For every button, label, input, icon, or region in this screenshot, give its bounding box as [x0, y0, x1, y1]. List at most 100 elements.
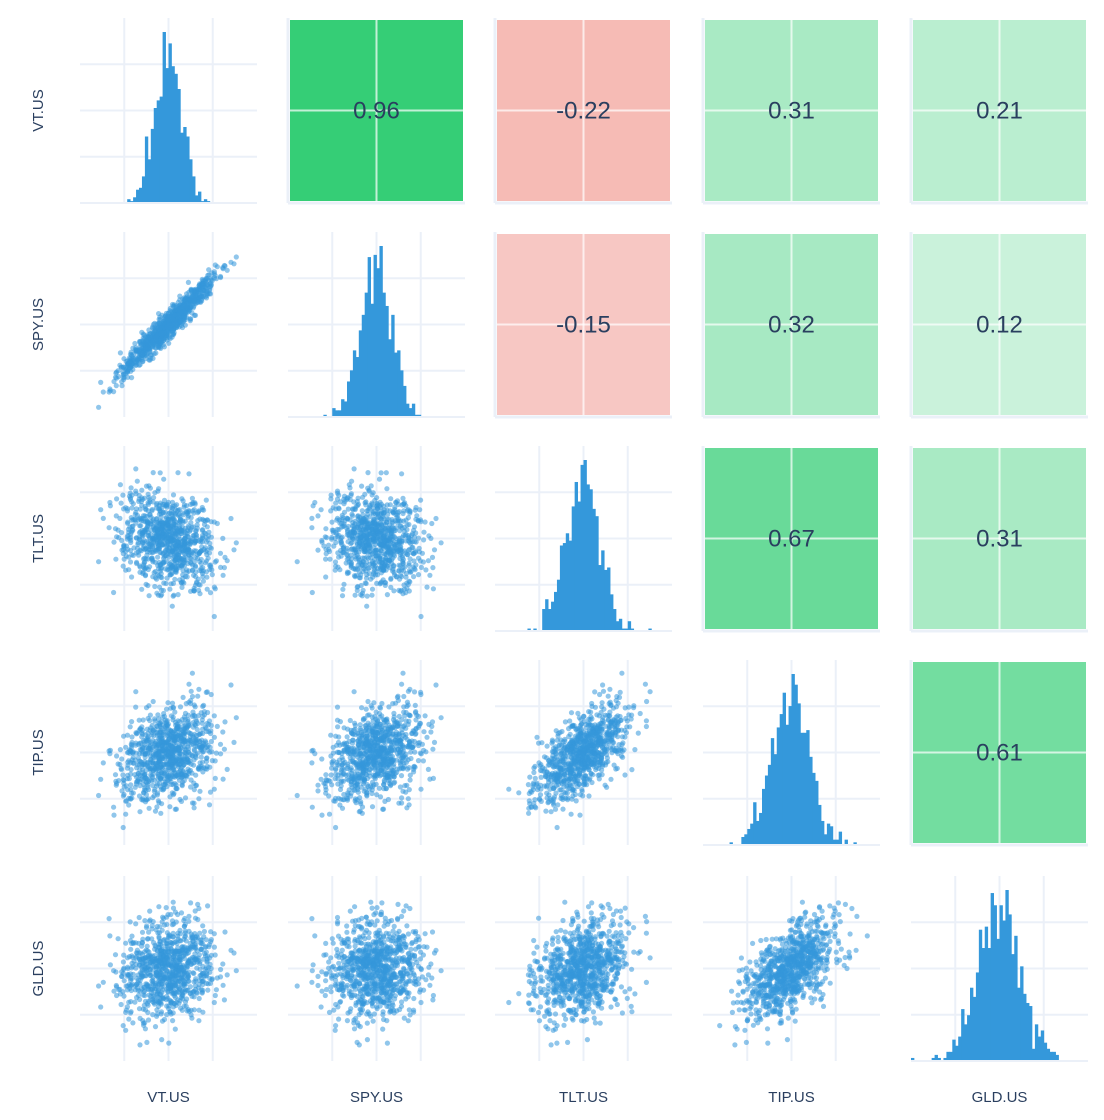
scatter-point: [404, 580, 410, 586]
scatter-point: [149, 337, 155, 343]
scatter-point: [388, 742, 394, 749]
scatter-point: [158, 566, 164, 572]
scatter-point: [111, 804, 117, 810]
scatter-point: [207, 544, 213, 551]
scatter-point: [170, 792, 176, 798]
scatter-point: [405, 796, 411, 802]
scatter-point: [390, 566, 396, 572]
correlation-label: 0.12: [976, 312, 1023, 339]
scatter-point: [145, 501, 152, 507]
scatter-point: [152, 583, 158, 590]
scatter-point: [149, 747, 156, 753]
histogram-bar: [335, 410, 339, 417]
scatter-point: [363, 706, 369, 712]
cell-TIP.US-SPY.US: [288, 660, 465, 845]
scatter-point: [158, 340, 164, 346]
scatter-point: [375, 765, 381, 772]
scatter-point: [107, 503, 113, 509]
scatter-point: [133, 466, 139, 472]
correlation-label: 0.32: [768, 312, 815, 339]
scatter-point: [157, 314, 163, 320]
scatter-point: [98, 379, 104, 385]
histogram-bar: [403, 385, 407, 417]
scatter-point: [188, 287, 194, 293]
scatter-point: [401, 528, 407, 534]
scatter-point: [388, 584, 394, 591]
scatter-point: [178, 318, 184, 324]
scatter-point: [339, 541, 345, 548]
scatter-point: [365, 508, 371, 514]
scatter-point: [402, 564, 408, 570]
scatter-point: [133, 488, 139, 494]
scatter-point: [120, 563, 126, 569]
histogram-bar: [189, 159, 193, 203]
scatter-point: [184, 503, 190, 509]
scatter-point: [393, 499, 399, 505]
histogram-bar: [574, 481, 578, 631]
scatter-point: [163, 706, 170, 712]
scatter-point: [376, 559, 382, 565]
scatter-point: [192, 582, 199, 589]
scatter-point: [373, 709, 379, 715]
scatter-point: [319, 756, 325, 762]
scatter-point: [137, 362, 143, 368]
scatter-point: [157, 508, 163, 514]
histogram-bar: [551, 601, 555, 631]
scatter-point: [186, 301, 192, 307]
scatter-point: [425, 558, 431, 564]
histogram-bar: [341, 399, 345, 417]
scatter-point: [139, 586, 145, 592]
scatter-point: [186, 729, 192, 736]
histogram-bar: [379, 246, 383, 417]
histogram-bar: [364, 292, 369, 417]
scatter-point: [405, 688, 411, 694]
scatter-point: [207, 789, 214, 795]
scatter-point: [107, 747, 113, 753]
histogram-bar: [556, 579, 561, 631]
scatter-point: [203, 755, 209, 762]
scatter-point: [401, 693, 407, 700]
scatter-point: [199, 759, 206, 765]
scatter-point: [208, 534, 214, 540]
scatter-point: [350, 507, 356, 513]
scatter-point: [383, 718, 389, 724]
histogram-bar: [174, 73, 178, 203]
scatter-point: [337, 567, 343, 573]
scatter-point: [394, 574, 400, 580]
scatter-point: [208, 722, 214, 729]
scatter-point: [334, 704, 341, 710]
scatter-point: [412, 702, 418, 709]
scatter-point: [345, 763, 351, 769]
scatter-point: [140, 540, 146, 546]
histogram-bar: [568, 540, 573, 631]
scatter-point: [187, 555, 193, 561]
scatter-point: [114, 753, 120, 759]
scatter-point: [170, 580, 176, 587]
scatter-point: [389, 533, 395, 539]
scatter-point: [335, 724, 341, 730]
scatter-point: [400, 495, 406, 501]
scatter-point: [112, 374, 119, 380]
scatter-point: [117, 747, 123, 753]
scatter-point: [348, 530, 354, 536]
scatter-point: [209, 270, 215, 276]
scatter-point: [406, 560, 412, 567]
scatter-point: [112, 772, 119, 778]
scatter-point: [315, 782, 321, 788]
scatter-point: [411, 574, 417, 580]
scatter-point: [403, 718, 409, 724]
scatter-point: [326, 811, 333, 817]
scatter-point: [189, 495, 195, 501]
scatter-point: [369, 804, 376, 810]
scatter-point: [154, 792, 160, 798]
scatter-point: [315, 788, 321, 794]
scatter-point: [374, 515, 380, 521]
scatter-point: [365, 698, 371, 705]
scatter-point: [160, 714, 166, 720]
scatter-point: [191, 805, 197, 811]
scatter-point: [126, 360, 132, 366]
histogram-bar: [589, 489, 593, 631]
scatter-point: [153, 524, 159, 530]
scatter-point: [404, 522, 410, 528]
scatter-point: [324, 535, 330, 541]
